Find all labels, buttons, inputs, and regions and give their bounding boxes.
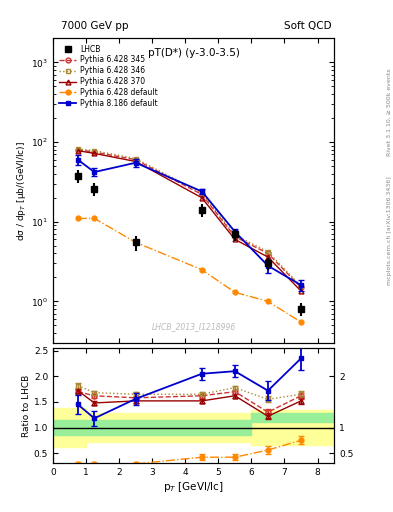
- Text: Rivet 3.1.10, ≥ 500k events: Rivet 3.1.10, ≥ 500k events: [387, 69, 392, 157]
- Pythia 6.428 345: [266, 250, 270, 257]
- Pythia 6.428 345: [92, 149, 97, 155]
- Pythia 6.428 370: [233, 237, 237, 243]
- Pythia 6.428 default: [266, 298, 270, 305]
- X-axis label: p$_T$ [GeVI/lc]: p$_T$ [GeVI/lc]: [163, 480, 224, 494]
- Text: mcplots.cern.ch [arXiv:1306.3436]: mcplots.cern.ch [arXiv:1306.3436]: [387, 176, 392, 285]
- Pythia 6.428 345: [75, 147, 80, 153]
- Line: Pythia 6.428 346: Pythia 6.428 346: [75, 146, 303, 289]
- Text: LHCB_2013_I1218996: LHCB_2013_I1218996: [151, 322, 236, 331]
- Pythia 6.428 370: [92, 151, 97, 157]
- Y-axis label: dσ / dp$_T$ [μb/(GeVI/lc)]: dσ / dp$_T$ [μb/(GeVI/lc)]: [15, 141, 28, 241]
- Line: Pythia 6.428 345: Pythia 6.428 345: [75, 147, 303, 290]
- Pythia 6.428 346: [200, 190, 204, 196]
- Pythia 6.428 346: [75, 146, 80, 152]
- Legend: LHCB, Pythia 6.428 345, Pythia 6.428 346, Pythia 6.428 370, Pythia 6.428 default: LHCB, Pythia 6.428 345, Pythia 6.428 346…: [56, 41, 161, 111]
- Pythia 6.428 346: [266, 249, 270, 255]
- Pythia 6.428 346: [299, 283, 303, 289]
- Y-axis label: Ratio to LHCB: Ratio to LHCB: [22, 375, 31, 437]
- Text: 7000 GeV pp: 7000 GeV pp: [61, 20, 129, 31]
- Pythia 6.428 370: [266, 254, 270, 260]
- Pythia 6.428 345: [133, 157, 138, 163]
- Pythia 6.428 default: [133, 239, 138, 245]
- Pythia 6.428 370: [133, 158, 138, 164]
- Line: Pythia 6.428 370: Pythia 6.428 370: [75, 148, 303, 293]
- Pythia 6.428 370: [200, 195, 204, 201]
- Pythia 6.428 346: [233, 232, 237, 238]
- Pythia 6.428 default: [200, 267, 204, 273]
- Pythia 6.428 370: [75, 147, 80, 154]
- Pythia 6.428 345: [200, 191, 204, 198]
- Pythia 6.428 346: [92, 147, 97, 154]
- Pythia 6.428 346: [133, 156, 138, 162]
- Pythia 6.428 default: [233, 289, 237, 295]
- Pythia 6.428 345: [299, 284, 303, 290]
- Pythia 6.428 default: [92, 216, 97, 222]
- Pythia 6.428 default: [299, 319, 303, 325]
- Pythia 6.428 345: [233, 233, 237, 240]
- Pythia 6.428 370: [299, 288, 303, 294]
- Pythia 6.428 default: [75, 216, 80, 222]
- Text: pT(D*) (y-3.0-3.5): pT(D*) (y-3.0-3.5): [148, 48, 239, 57]
- Line: Pythia 6.428 default: Pythia 6.428 default: [75, 216, 303, 325]
- Text: Soft QCD: Soft QCD: [285, 20, 332, 31]
